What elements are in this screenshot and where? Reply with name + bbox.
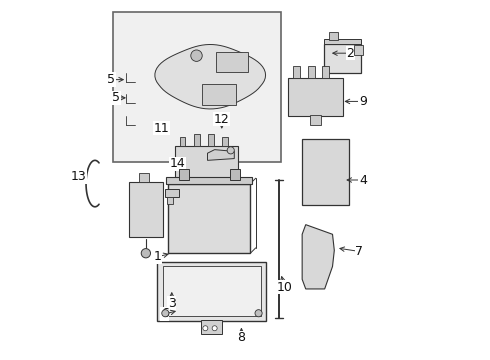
Bar [310, 114, 321, 125]
Circle shape [227, 147, 234, 154]
Circle shape [212, 326, 217, 331]
Polygon shape [302, 225, 334, 289]
Bar [179, 168, 189, 180]
Circle shape [162, 310, 169, 317]
Text: 3: 3 [168, 297, 176, 310]
Bar [180, 137, 185, 146]
Bar [293, 66, 300, 78]
Bar [163, 266, 261, 316]
Bar [323, 44, 361, 73]
Text: 5: 5 [112, 91, 121, 104]
Bar [175, 146, 238, 180]
Polygon shape [155, 45, 266, 109]
Circle shape [255, 310, 262, 317]
Text: 5: 5 [107, 73, 115, 86]
Bar [216, 53, 248, 72]
Bar [113, 12, 281, 162]
Bar [222, 179, 232, 200]
Bar [208, 134, 214, 146]
Text: 14: 14 [169, 157, 185, 170]
Text: 11: 11 [153, 122, 169, 135]
Bar [302, 139, 348, 205]
Text: 6: 6 [161, 307, 169, 320]
Polygon shape [207, 150, 234, 160]
Bar [139, 173, 149, 182]
Bar [168, 184, 250, 253]
Bar [129, 182, 163, 237]
Text: 8: 8 [238, 332, 245, 345]
Bar [168, 197, 173, 204]
Bar [194, 134, 199, 146]
Text: 12: 12 [214, 113, 230, 126]
Circle shape [203, 326, 208, 331]
Bar [308, 66, 315, 78]
Bar [165, 189, 179, 197]
Bar [202, 84, 237, 105]
Bar [322, 66, 329, 78]
Bar [194, 198, 203, 208]
Bar [222, 137, 228, 146]
Bar [354, 45, 363, 55]
Text: 4: 4 [359, 174, 367, 186]
Text: 10: 10 [276, 281, 292, 294]
Bar [179, 179, 190, 200]
Bar [230, 168, 240, 180]
Text: 13: 13 [71, 170, 87, 183]
Bar [201, 320, 222, 334]
Bar [288, 78, 343, 116]
Text: 9: 9 [359, 95, 367, 108]
Bar [157, 262, 267, 321]
Bar [329, 32, 338, 40]
Text: 7: 7 [355, 245, 363, 258]
Circle shape [141, 249, 150, 258]
Circle shape [191, 50, 202, 62]
Text: 1: 1 [153, 250, 161, 263]
Text: 2: 2 [346, 47, 354, 60]
Bar [323, 39, 361, 44]
Bar [167, 177, 252, 184]
